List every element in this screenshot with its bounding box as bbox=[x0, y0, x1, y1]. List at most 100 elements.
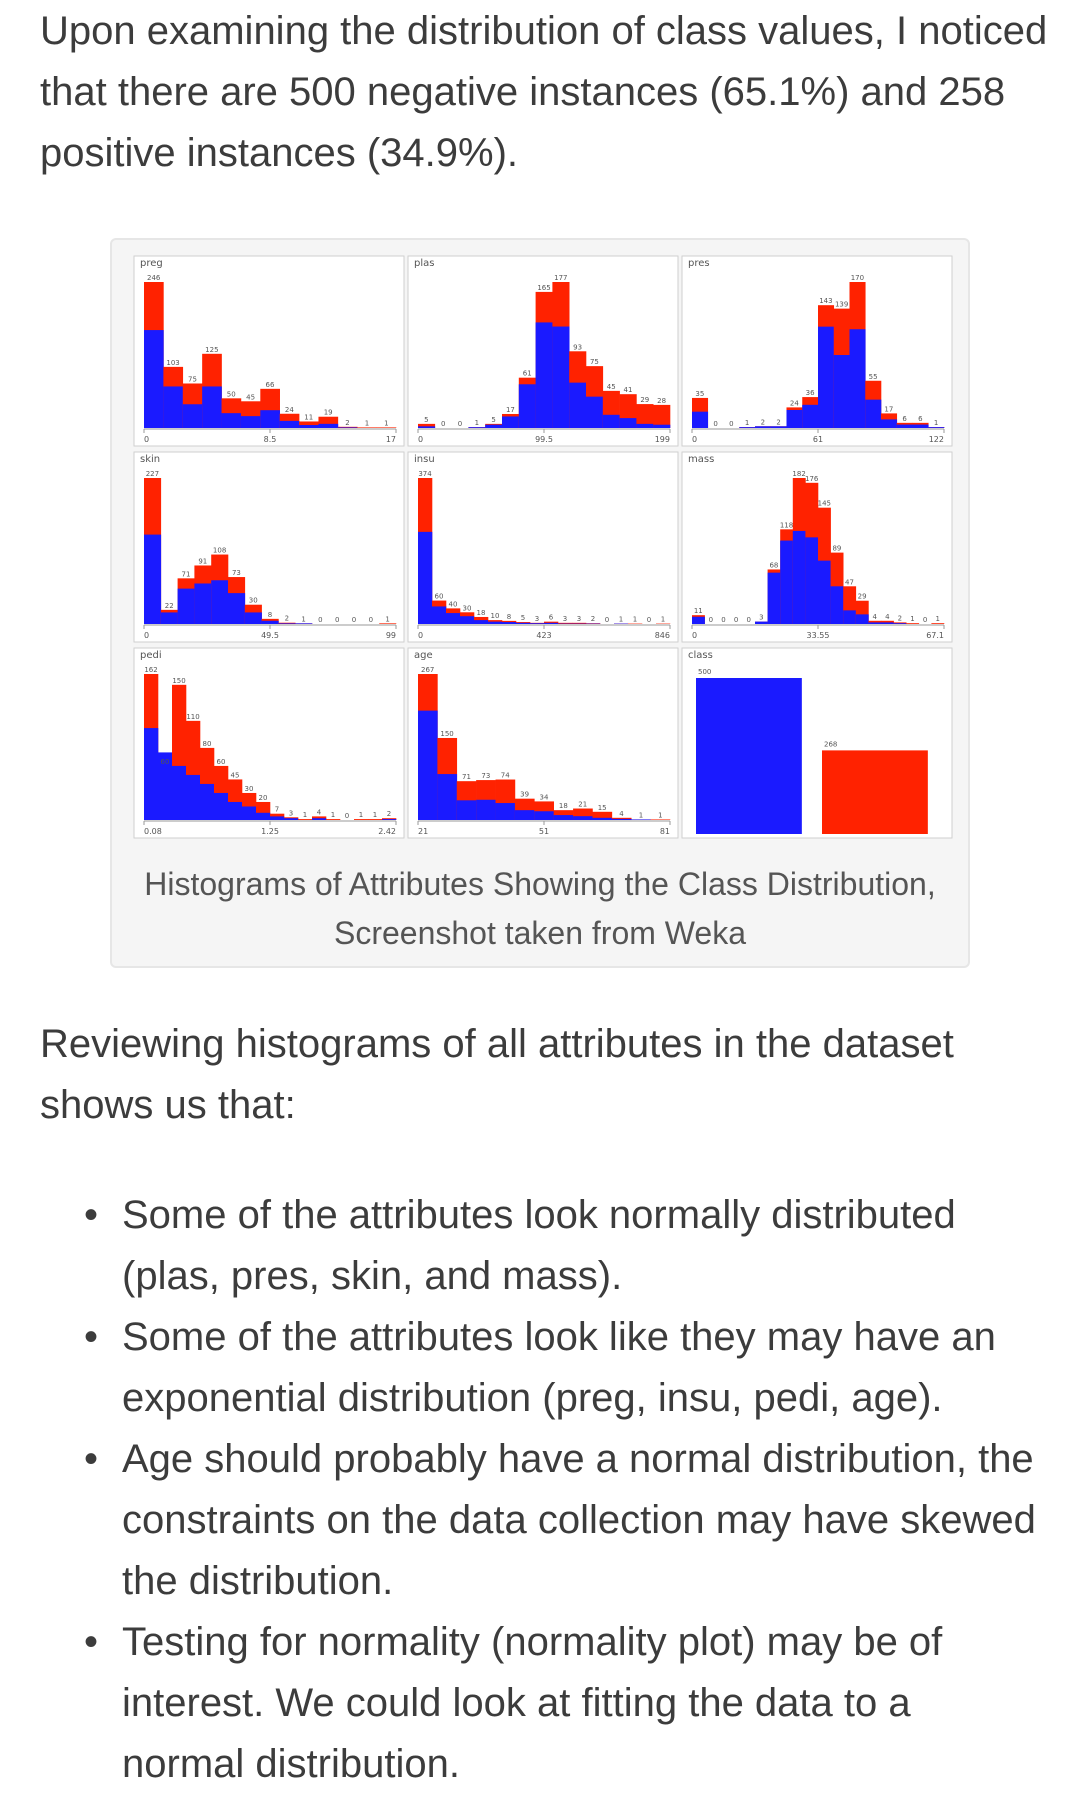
axis-min-label: 0 bbox=[418, 435, 423, 444]
bar-negative bbox=[214, 792, 229, 820]
bar-label: 50 bbox=[227, 390, 236, 398]
bar-label: 36 bbox=[806, 389, 815, 397]
bar-label: 4 bbox=[885, 613, 890, 621]
bar-negative bbox=[544, 622, 559, 624]
bar-negative bbox=[653, 424, 671, 428]
panel-title: insu bbox=[414, 454, 435, 465]
bar-label: 1 bbox=[910, 615, 914, 623]
bar-negative bbox=[602, 414, 620, 428]
bar-negative bbox=[865, 399, 882, 428]
bar-label: 55 bbox=[869, 373, 878, 381]
bar-negative bbox=[242, 806, 257, 820]
bar-label: 4 bbox=[872, 613, 877, 621]
bar-positive bbox=[326, 819, 341, 820]
bar-negative bbox=[446, 613, 461, 624]
bar-label: 74 bbox=[501, 772, 510, 780]
panel-title: class bbox=[688, 650, 713, 661]
bar-positive bbox=[368, 819, 383, 820]
bar-label: 75 bbox=[590, 358, 599, 366]
bar-positive bbox=[572, 622, 587, 624]
axis-mid-label: 51 bbox=[539, 827, 549, 836]
bar-label: 267 bbox=[421, 666, 434, 674]
bar-label: 60 bbox=[161, 758, 170, 766]
bar-negative bbox=[767, 572, 781, 624]
axis-max-label: 67.1 bbox=[926, 631, 944, 640]
bar-negative bbox=[535, 322, 553, 428]
bar-negative bbox=[485, 424, 503, 428]
bar-negative bbox=[432, 606, 447, 624]
bar-label: 1 bbox=[475, 419, 479, 427]
bar-negative bbox=[552, 326, 570, 428]
bar-label: 145 bbox=[818, 500, 831, 508]
bar-label: 2 bbox=[776, 418, 780, 426]
bar-negative bbox=[476, 799, 496, 820]
bar-label: 0 bbox=[721, 616, 725, 624]
bar-label: 45 bbox=[231, 771, 240, 779]
panel-title: mass bbox=[688, 454, 714, 465]
bar-positive bbox=[418, 423, 436, 428]
bar-label: 1 bbox=[301, 615, 305, 623]
bar-label: 125 bbox=[205, 346, 218, 354]
bar-negative bbox=[284, 818, 299, 820]
bar-label: 10 bbox=[491, 612, 500, 620]
bar-label: 5 bbox=[521, 614, 525, 622]
bar-label: 150 bbox=[172, 677, 185, 685]
bar-negative bbox=[182, 404, 203, 428]
bar-label: 3 bbox=[759, 614, 763, 622]
list-item: Some of the attributes look like they ma… bbox=[80, 1307, 1040, 1429]
panel-title: age bbox=[414, 650, 433, 661]
panel-title: pedi bbox=[140, 650, 162, 661]
axis-mid-label: 1.25 bbox=[261, 827, 279, 836]
bar-label: 139 bbox=[835, 301, 848, 309]
bar-label: 143 bbox=[819, 297, 832, 305]
bar-label: 89 bbox=[832, 545, 841, 553]
panel-frame bbox=[407, 451, 679, 643]
bar-positive bbox=[544, 621, 559, 624]
panel-frame bbox=[681, 255, 953, 447]
bar-label: 6 bbox=[918, 415, 923, 423]
bar-positive bbox=[357, 427, 377, 428]
bar-label: 1 bbox=[658, 811, 662, 819]
bar-label: 24 bbox=[790, 399, 799, 407]
bar-positive bbox=[298, 819, 313, 820]
bar-positive bbox=[299, 421, 319, 428]
bar-negative bbox=[833, 355, 850, 428]
bar-negative bbox=[256, 812, 271, 820]
bar-negative bbox=[158, 752, 173, 820]
bar-negative bbox=[912, 424, 929, 428]
bar-label: 45 bbox=[607, 383, 616, 391]
bar-label: 19 bbox=[324, 409, 333, 417]
axis-min-label: 21 bbox=[418, 827, 428, 836]
bar-label: 176 bbox=[805, 475, 819, 483]
bar-negative bbox=[144, 330, 164, 428]
bar-label: 7 bbox=[275, 806, 279, 814]
bar-label: 1 bbox=[384, 419, 388, 427]
bar-label: 170 bbox=[851, 274, 864, 282]
bar-label: 0 bbox=[746, 616, 750, 624]
axis-mid-label: 33.55 bbox=[807, 631, 830, 640]
bar-negative bbox=[868, 622, 882, 624]
bar-label: 4 bbox=[317, 808, 322, 816]
bar-label: 68 bbox=[769, 561, 778, 569]
bar-label: 80 bbox=[203, 740, 212, 748]
axis-min-label: 0.08 bbox=[144, 827, 162, 836]
bar-negative bbox=[437, 774, 458, 820]
bar-label: 0 bbox=[458, 420, 462, 428]
bar-label: 28 bbox=[657, 397, 666, 405]
bar-negative bbox=[692, 616, 705, 624]
histogram-class: class 500 268 bbox=[681, 647, 953, 839]
class-bar bbox=[822, 750, 928, 834]
bar-label: 17 bbox=[884, 405, 893, 413]
bar-label: 29 bbox=[858, 593, 867, 601]
bar-negative bbox=[261, 620, 279, 624]
list-item: Age should probably have a normal distri… bbox=[80, 1429, 1040, 1612]
bar-label: 1 bbox=[373, 811, 377, 819]
bar-label: 2 bbox=[345, 419, 349, 427]
bar-negative bbox=[893, 623, 907, 624]
bar-label: 60 bbox=[217, 758, 226, 766]
bar-label: 2 bbox=[761, 418, 765, 426]
bar-negative bbox=[802, 404, 819, 428]
axis-max-label: 99 bbox=[386, 631, 396, 640]
bar-label: 108 bbox=[213, 547, 226, 555]
bar-negative bbox=[418, 710, 438, 820]
